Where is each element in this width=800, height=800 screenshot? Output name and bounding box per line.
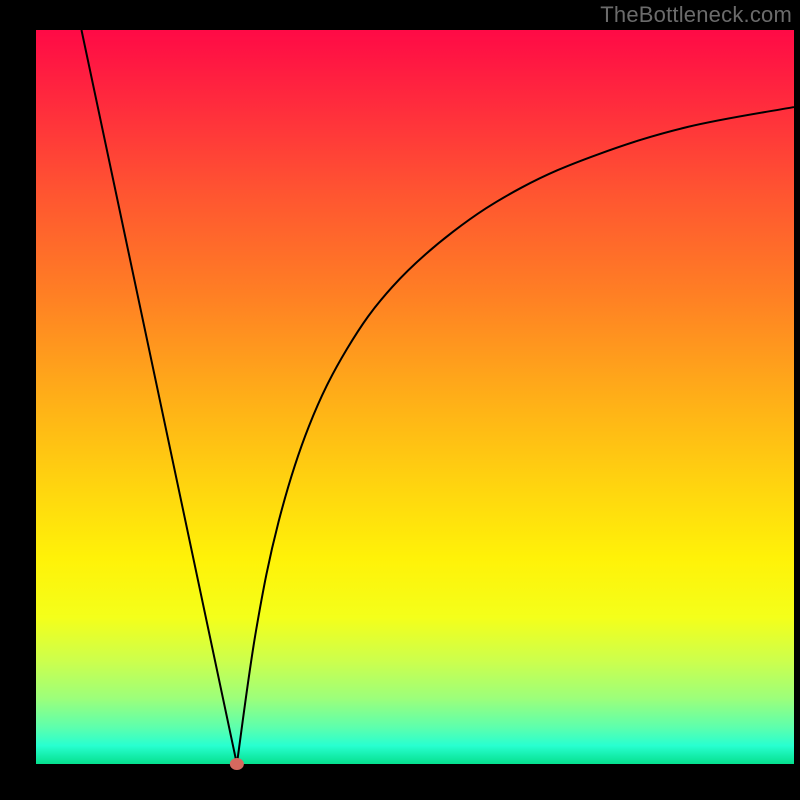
bottleneck-chart	[0, 0, 800, 800]
plot-background	[36, 30, 794, 764]
chart-container: TheBottleneck.com	[0, 0, 800, 800]
minimum-marker	[230, 758, 244, 770]
watermark-text: TheBottleneck.com	[600, 2, 792, 28]
